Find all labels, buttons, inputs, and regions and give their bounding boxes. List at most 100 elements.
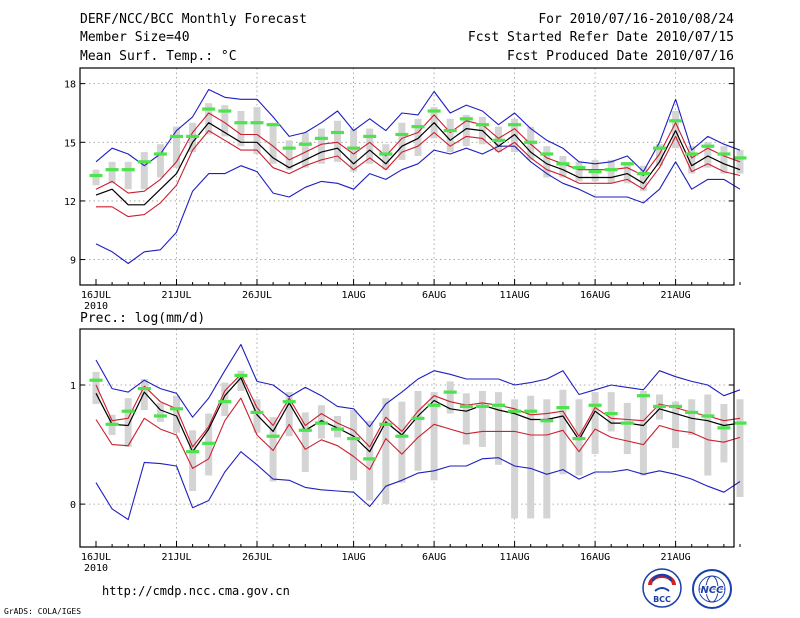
temp-marker-27	[524, 140, 538, 144]
temp-bar-36	[672, 111, 680, 149]
temp-xtick-label-7: 21AUG	[661, 290, 691, 301]
precip-marker-15	[331, 427, 344, 431]
temp-ytick-label-0: 9	[70, 256, 76, 267]
precip-marker-1	[105, 422, 119, 426]
precip-ytick-label-1: 1	[70, 381, 76, 392]
precip-bar-25	[495, 392, 502, 465]
precip-bar-38	[704, 394, 712, 476]
precip-marker-17	[363, 457, 377, 461]
precip-xtick-year: 2010	[84, 563, 108, 574]
precip-bar-6	[189, 430, 197, 492]
precip-bar-10	[253, 399, 261, 433]
precip-marker-16	[347, 436, 361, 441]
temp-marker-20	[411, 125, 425, 129]
temperature-spread-bars	[92, 103, 744, 192]
precip-bar-28	[543, 399, 551, 519]
precip-bar-40	[736, 399, 744, 497]
precip-bar-13	[301, 412, 309, 472]
precip-bar-8	[221, 382, 229, 416]
temp-line-mean-minus	[96, 130, 741, 218]
temp-xtick-label-2: 26JUL	[242, 290, 272, 301]
precip-panel-title: Prec.: log(mm/d)	[80, 311, 205, 326]
temp-marker-9	[234, 121, 248, 125]
precip-marker-40	[733, 421, 747, 425]
precip-bar-33	[623, 402, 631, 455]
temp-bar-19	[398, 122, 406, 160]
temp-marker-16	[347, 146, 361, 150]
temp-marker-14	[314, 136, 328, 140]
precip-bar-17	[366, 420, 374, 501]
temp-bar-10	[253, 107, 261, 155]
temp-marker-10	[250, 121, 264, 125]
temp-bar-39	[720, 146, 728, 174]
precip-marker-23	[459, 404, 473, 409]
temp-marker-28	[540, 152, 554, 156]
temp-marker-8	[218, 109, 232, 113]
temp-xtick-label-3: 1AUG	[342, 290, 366, 301]
temp-marker-35	[653, 146, 666, 150]
temp-bar-0	[92, 169, 100, 186]
precip-marker-39	[717, 426, 731, 430]
precipitation-y-axis: 01	[70, 381, 734, 511]
precip-marker-7	[202, 441, 216, 445]
temp-marker-5	[170, 134, 183, 139]
header-variable: Mean Surf. Temp.: °C	[80, 49, 237, 64]
temp-bar-32	[607, 159, 615, 184]
temp-bar-17	[366, 128, 374, 164]
temp-marker-33	[620, 162, 634, 166]
precip-marker-21	[427, 403, 441, 407]
precip-marker-20	[411, 416, 425, 420]
precip-bar-32	[607, 392, 615, 432]
temp-marker-0	[89, 173, 103, 178]
temp-marker-2	[121, 168, 135, 172]
temp-ytick-label-1: 12	[64, 197, 76, 208]
precip-bar-22	[446, 381, 454, 414]
temp-marker-37	[685, 152, 699, 156]
precip-bar-11	[269, 417, 277, 482]
temp-marker-23	[459, 117, 473, 121]
temp-bar-3	[140, 152, 148, 190]
temperature-panel: 9 12 15 18 16JUL 21JUL 26JUL 1AUG 6AUG 11AUG 16AU…	[64, 67, 747, 312]
precip-marker-33	[620, 421, 634, 425]
temp-marker-18	[379, 152, 393, 156]
temp-bar-35	[656, 144, 663, 166]
precip-marker-37	[685, 410, 699, 414]
temp-ytick-label-3: 18	[64, 80, 76, 91]
precip-marker-3	[137, 386, 151, 391]
precip-bar-2	[124, 398, 132, 447]
ncc-logo-text: NCC	[700, 585, 724, 596]
footer-url[interactable]: http://cmdp.ncc.cma.gov.cn	[102, 584, 290, 598]
precipitation-panel: 01 16JUL 21JUL 26JUL 1AUG 6AUG 11AUG 16AUG 21AU…	[70, 328, 747, 574]
temp-marker-36	[669, 119, 683, 123]
precip-xtick-label-6: 16AUG	[580, 552, 610, 563]
precip-bar-12	[285, 392, 293, 437]
temp-marker-40	[733, 156, 747, 160]
precip-ytick-label-0: 0	[70, 500, 76, 511]
temp-marker-32	[604, 168, 618, 172]
temp-marker-6	[186, 134, 200, 139]
precip-bar-5	[173, 395, 180, 433]
precip-xtick-label-0: 16JUL	[81, 552, 111, 563]
header-member-size: Member Size=40	[80, 30, 190, 45]
precip-bar-0	[92, 371, 100, 405]
precip-marker-24	[475, 404, 489, 409]
precip-bar-20	[414, 390, 422, 471]
precip-bar-19	[398, 401, 406, 483]
precip-marker-32	[604, 411, 618, 416]
temp-bar-14	[317, 128, 325, 164]
precip-marker-8	[218, 400, 232, 404]
precip-xtick-label-2: 26JUL	[242, 552, 272, 563]
bcc-logo: BCC	[642, 568, 682, 608]
footer-grads-credit: GrADS: COLA/IGES	[4, 607, 81, 616]
temp-marker-15	[331, 130, 344, 135]
temp-bar-7	[205, 103, 213, 135]
bcc-logo-text: BCC	[653, 595, 671, 604]
precip-marker-4	[153, 414, 167, 418]
temp-marker-24	[475, 123, 489, 127]
temp-marker-11	[266, 123, 280, 127]
precip-bar-37	[688, 399, 696, 436]
temp-bar-13	[301, 132, 309, 168]
temperature-x-axis: 16JUL 21JUL 26JUL 1AUG 6AUG 11AUG 16AUG 21AUG 20…	[81, 279, 741, 312]
precip-marker-38	[701, 414, 715, 418]
